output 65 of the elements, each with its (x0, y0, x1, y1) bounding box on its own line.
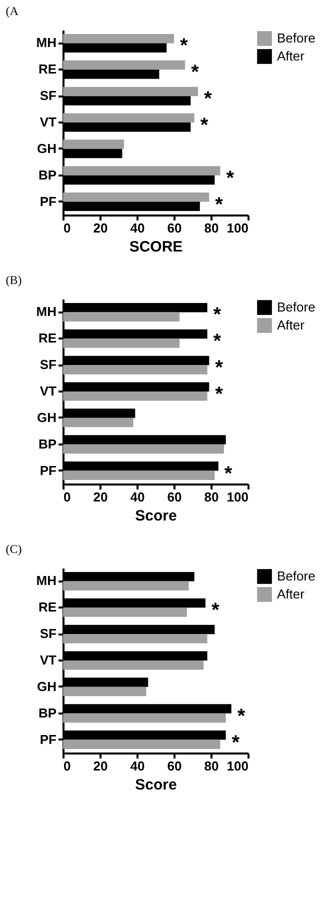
x-tick-label: 80 (204, 220, 219, 236)
annotation: * (213, 304, 222, 326)
x-tick-label: 0 (64, 758, 71, 774)
y-tick-label: PF (40, 462, 57, 478)
legend-label: After (277, 48, 306, 64)
x-tick-label: 40 (130, 490, 145, 504)
annotation: * (232, 732, 240, 754)
x-tick-label: 60 (167, 758, 182, 774)
x-tick-label: 0 (64, 220, 71, 236)
x-tick-label: 0 (64, 490, 71, 504)
y-tick-label: MH (36, 573, 56, 588)
chart-title: (C) (6, 542, 22, 556)
annotation: * (211, 600, 220, 622)
x-axis-title: Score (135, 776, 177, 794)
y-tick-label: RE (38, 330, 57, 346)
y-tick-label: PF (40, 732, 57, 747)
annotation: * (215, 194, 224, 216)
x-tick-label: 80 (204, 490, 219, 504)
x-axis-title: SCORE (129, 238, 183, 256)
annotation: * (191, 62, 200, 84)
y-tick-label: MH (36, 304, 56, 320)
annotation: * (180, 35, 188, 58)
y-tick-label: VT (40, 114, 57, 130)
annotation: * (224, 462, 232, 485)
x-tick-label: 100 (226, 220, 248, 236)
legend-label: Before (277, 300, 316, 314)
annotation: * (215, 384, 224, 406)
x-tick-label: 60 (167, 220, 182, 236)
x-tick-label: 60 (167, 490, 182, 504)
x-tick-label: 80 (204, 758, 219, 774)
x-axis-title: Score (135, 508, 177, 524)
y-tick-label: PF (40, 194, 57, 209)
legend-label: After (277, 318, 306, 332)
legend-label: Before (277, 30, 316, 46)
y-tick-label: SF (40, 357, 57, 372)
annotation: * (213, 330, 222, 353)
y-tick-label: BP (38, 436, 57, 452)
legend-label: After (277, 586, 306, 602)
x-tick-label: 20 (93, 758, 108, 774)
y-tick-label: SF (40, 626, 57, 642)
x-tick-label: 20 (93, 220, 108, 236)
y-tick-label: SF (40, 88, 57, 104)
x-tick-label: 100 (226, 758, 248, 774)
legend-label: Before (277, 568, 316, 584)
y-tick-label: MH (36, 35, 56, 50)
y-tick-label: GH (37, 140, 56, 156)
x-tick-label: 20 (93, 490, 108, 504)
annotation: * (226, 167, 234, 190)
annotation: * (200, 114, 208, 136)
chart-title: (B) (6, 273, 22, 287)
y-tick-label: VT (40, 652, 57, 668)
annotation: * (215, 357, 224, 380)
annotation: * (237, 705, 246, 728)
y-tick-label: BP (38, 167, 57, 182)
x-tick-label: 100 (226, 490, 248, 504)
y-tick-label: RE (38, 600, 57, 615)
chart-title: (A (6, 4, 19, 18)
y-tick-label: RE (38, 62, 57, 77)
annotation: * (204, 88, 212, 110)
y-tick-label: GH (37, 678, 56, 694)
x-tick-label: 40 (130, 758, 145, 774)
y-tick-label: VT (40, 384, 57, 398)
y-tick-label: BP (38, 705, 57, 720)
y-tick-label: GH (37, 410, 56, 425)
x-tick-label: 40 (130, 220, 145, 236)
